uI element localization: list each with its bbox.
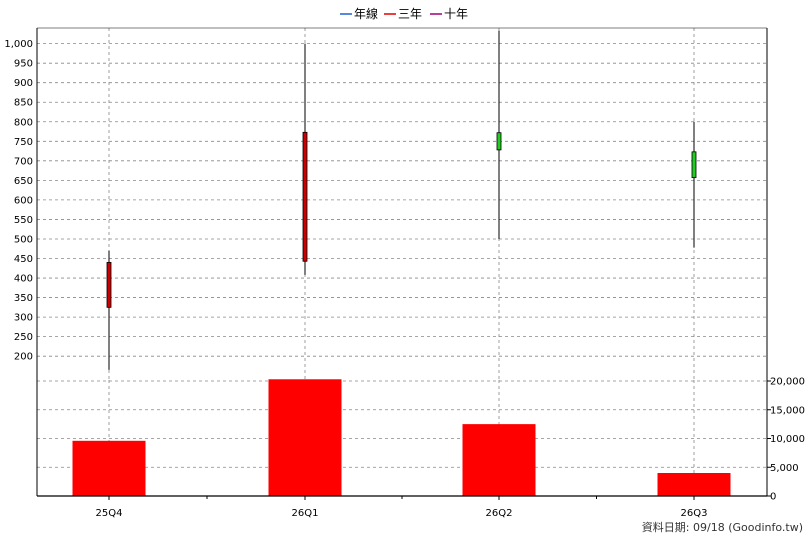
price-tick-label: 650 [14, 176, 33, 187]
price-tick-label: 550 [14, 215, 33, 226]
candle-26Q3 [691, 121, 697, 248]
price-tick-label: 750 [14, 137, 33, 148]
price-tick-label: 300 [14, 313, 33, 324]
candle-body [691, 151, 697, 179]
price-tick-label: 350 [14, 293, 33, 304]
price-tick-label: 200 [14, 352, 33, 363]
volume-bar-25Q4 [72, 440, 146, 496]
price-tick-label: 450 [14, 254, 33, 265]
candle-body [106, 262, 112, 308]
volume-tick-label: 5,000 [770, 463, 799, 474]
legend: 年線 三年 十年 [340, 6, 468, 21]
price-tick-label: 800 [14, 117, 33, 128]
price-tick-label: 900 [14, 78, 33, 89]
candle-26Q2 [496, 30, 502, 239]
data-date-footer: 資料日期: 09/18 (Goodinfo.tw) [642, 520, 803, 534]
price-tick-label: 600 [14, 195, 33, 206]
volume-tick-label: 0 [770, 492, 776, 503]
price-panel: 200 250 300 350 400 450 500 550 600 650 700 750 800 8… [4, 28, 767, 380]
candle-body [496, 132, 502, 151]
volume-tick-label: 15,000 [770, 405, 805, 416]
price-axis-ticks: 200 250 300 350 400 450 500 550 600 650 700 750 800 8… [4, 39, 33, 363]
volume-tick-label: 10,000 [770, 434, 805, 445]
x-tick-label: 26Q1 [292, 508, 319, 519]
price-tick-label: 850 [14, 98, 33, 109]
volume-bar-26Q2 [462, 424, 536, 496]
legend-label-three-year: 三年 [398, 7, 422, 21]
price-tick-label: 400 [14, 274, 33, 285]
x-tick-label: 26Q2 [486, 508, 513, 519]
x-tick-label: 26Q3 [681, 508, 708, 519]
legend-label-annual: 年線 [354, 6, 378, 21]
x-axis-ticks: 25Q4 26Q1 26Q2 26Q3 [96, 496, 708, 519]
volume-bar-26Q3 [657, 473, 731, 496]
price-tick-label: 950 [14, 59, 33, 70]
volume-axis-ticks: 0 5,000 10,000 15,000 20,000 [767, 377, 805, 503]
volume-bars [72, 379, 731, 496]
price-tick-label: 700 [14, 156, 33, 167]
candle-25Q4 [106, 250, 112, 370]
x-tick-label: 25Q4 [96, 508, 123, 519]
plot-frame [36, 27, 768, 497]
price-tick-label: 250 [14, 332, 33, 343]
candlesticks [106, 30, 697, 370]
volume-panel: 0 5,000 10,000 15,000 20,000 [37, 377, 805, 503]
candle-body [302, 131, 308, 262]
price-tick-label: 1,000 [4, 39, 33, 50]
volume-tick-label: 20,000 [770, 377, 805, 388]
price-grid [37, 28, 767, 380]
price-tick-label: 500 [14, 234, 33, 245]
volume-bar-26Q1 [268, 379, 342, 496]
candle-26Q1 [302, 43, 308, 275]
legend-label-ten-year: 十年 [444, 7, 468, 21]
